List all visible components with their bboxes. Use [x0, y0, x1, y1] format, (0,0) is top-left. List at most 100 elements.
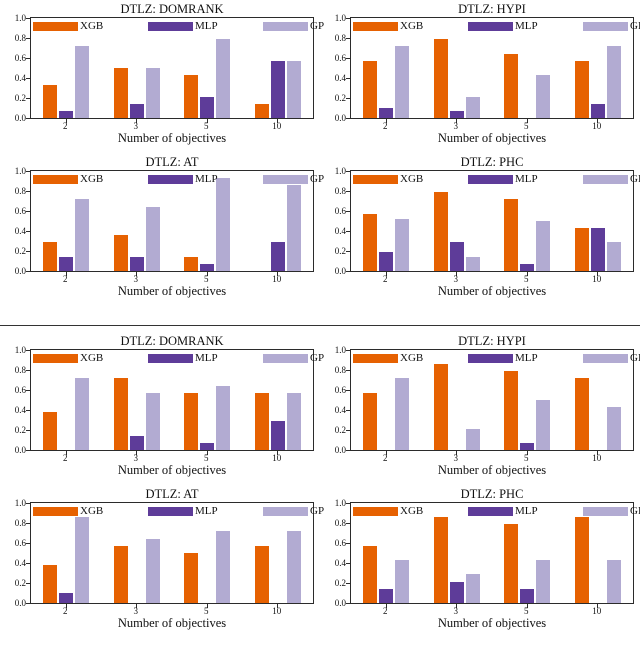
- bar-chart: DTLZ: AT 1.0 0.8 0.6 0.4 0.2 0.0 XGB MLP GP 2 3 5 10 N…: [0, 155, 324, 301]
- y-tick-label: 0.4: [14, 73, 26, 83]
- y-tick-label: 0.8: [14, 518, 26, 528]
- x-tick-label: 5: [524, 606, 529, 616]
- chart-title: DTLZ: AT: [145, 487, 199, 501]
- bar-gp: [75, 199, 90, 271]
- legend-label: XGB: [80, 505, 104, 517]
- legend-swatch-mlp: [468, 354, 513, 363]
- bar-gp: [536, 560, 551, 603]
- bar-gp: [395, 560, 410, 603]
- legend-swatch-gp: [263, 22, 308, 31]
- legend-label: XGB: [400, 20, 424, 32]
- bar-xgb: [254, 393, 269, 450]
- bar-mlp: [200, 443, 215, 450]
- legend-item-gp: GP: [263, 174, 324, 185]
- x-axis-label: Number of objectives: [437, 284, 547, 298]
- legend: XGB MLP GP: [32, 353, 324, 364]
- x-tick-label: 10: [592, 274, 602, 284]
- legend: XGB MLP GP: [352, 174, 640, 185]
- legend-label: MLP: [195, 505, 218, 517]
- legend-label: GP: [310, 20, 325, 32]
- legend: XGB MLP GP: [352, 21, 640, 32]
- bar-gp: [606, 407, 621, 450]
- y-tick-mark: [346, 449, 350, 451]
- bar-mlp: [590, 228, 605, 271]
- legend-swatch-xgb: [353, 507, 398, 516]
- legend-item-xgb: XGB: [33, 353, 103, 364]
- y-tick-label: 0.0: [334, 445, 346, 455]
- y-tick-mark: [346, 57, 350, 59]
- legend-swatch-mlp: [468, 507, 513, 516]
- y-tick-label: 0.4: [14, 226, 26, 236]
- x-tick-mark: [277, 272, 279, 276]
- y-tick-mark: [346, 582, 350, 584]
- y-tick-mark: [26, 429, 30, 431]
- plot-area: 1.0 0.8 0.6 0.4 0.2 0.0 XGB MLP GP: [335, 499, 640, 608]
- x-tick-mark: [206, 451, 208, 455]
- x-tick-mark: [526, 272, 528, 276]
- bar-gp: [216, 531, 231, 603]
- x-tick-label: 2: [383, 453, 388, 463]
- chart-title: DTLZ: HYPI: [458, 334, 526, 348]
- x-tick-mark: [597, 272, 599, 276]
- x-tick-labels: 2 3 5 10: [350, 604, 634, 616]
- bar-mlp: [59, 593, 74, 603]
- bar-chart: DTLZ: PHC 1.0 0.8 0.6 0.4 0.2 0.0 XGB MLP GP 2 3 5 10…: [320, 155, 640, 301]
- x-axis-label: Number of objectives: [437, 616, 547, 630]
- bar-xgb: [433, 517, 448, 603]
- legend: XGB MLP GP: [352, 353, 640, 364]
- chart-title: DTLZ: DOMRANK: [120, 334, 224, 348]
- x-tick-label: 3: [133, 606, 139, 616]
- legend-item-xgb: XGB: [353, 21, 423, 32]
- x-tick-mark: [526, 119, 528, 123]
- y-tick-mark: [26, 562, 30, 564]
- x-tick-label: 5: [524, 121, 529, 131]
- x-tick-labels: 2 3 5 10: [30, 604, 314, 616]
- x-axis-label: Number of objectives: [117, 463, 227, 477]
- legend-swatch-gp: [583, 354, 628, 363]
- bar-mlp: [449, 582, 464, 603]
- bar-xgb: [43, 85, 58, 118]
- bar-xgb: [363, 393, 378, 450]
- bar-mlp: [590, 104, 605, 118]
- y-tick-label: 0.4: [334, 73, 346, 83]
- legend-swatch-xgb: [33, 175, 78, 184]
- x-tick-label: 3: [133, 274, 139, 284]
- legend-item-mlp: MLP: [148, 353, 218, 364]
- legend-item-gp: GP: [263, 506, 324, 517]
- y-tick-mark: [346, 409, 350, 411]
- legend-swatch-gp: [263, 507, 308, 516]
- legend-swatch-gp: [263, 175, 308, 184]
- legend-item-mlp: MLP: [468, 353, 538, 364]
- legend-label: GP: [310, 173, 325, 185]
- bar-mlp: [59, 257, 74, 271]
- y-tick-label: 0.8: [334, 365, 346, 375]
- y-tick-label: 0.0: [14, 445, 26, 455]
- y-tick-label: 0.4: [334, 405, 346, 415]
- y-tick-label: 0.6: [14, 538, 26, 548]
- x-tick-label: 10: [272, 274, 282, 284]
- y-tick-mark: [346, 210, 350, 212]
- x-tick-mark: [206, 604, 208, 608]
- legend-swatch-xgb: [353, 22, 398, 31]
- legend-item-xgb: XGB: [33, 506, 103, 517]
- y-tick-label: 0.6: [334, 538, 346, 548]
- y-tick-mark: [26, 230, 30, 232]
- legend-label: GP: [310, 505, 325, 517]
- y-tick-mark: [26, 17, 30, 19]
- y-tick-label: 0.8: [334, 33, 346, 43]
- legend-label: XGB: [400, 173, 424, 185]
- legend-swatch-xgb: [33, 354, 78, 363]
- y-tick-label: 0.2: [334, 425, 346, 435]
- x-tick-mark: [136, 272, 138, 276]
- legend-label: MLP: [195, 173, 218, 185]
- x-tick-mark: [385, 272, 387, 276]
- bar-mlp: [270, 421, 285, 450]
- x-tick-label: 10: [272, 606, 282, 616]
- x-tick-label: 5: [524, 274, 529, 284]
- bar-gp: [465, 97, 480, 118]
- legend-item-xgb: XGB: [353, 174, 423, 185]
- y-tick-mark: [346, 369, 350, 371]
- legend-item-gp: GP: [583, 174, 640, 185]
- bar-xgb: [363, 546, 378, 603]
- bar-gp: [395, 46, 410, 118]
